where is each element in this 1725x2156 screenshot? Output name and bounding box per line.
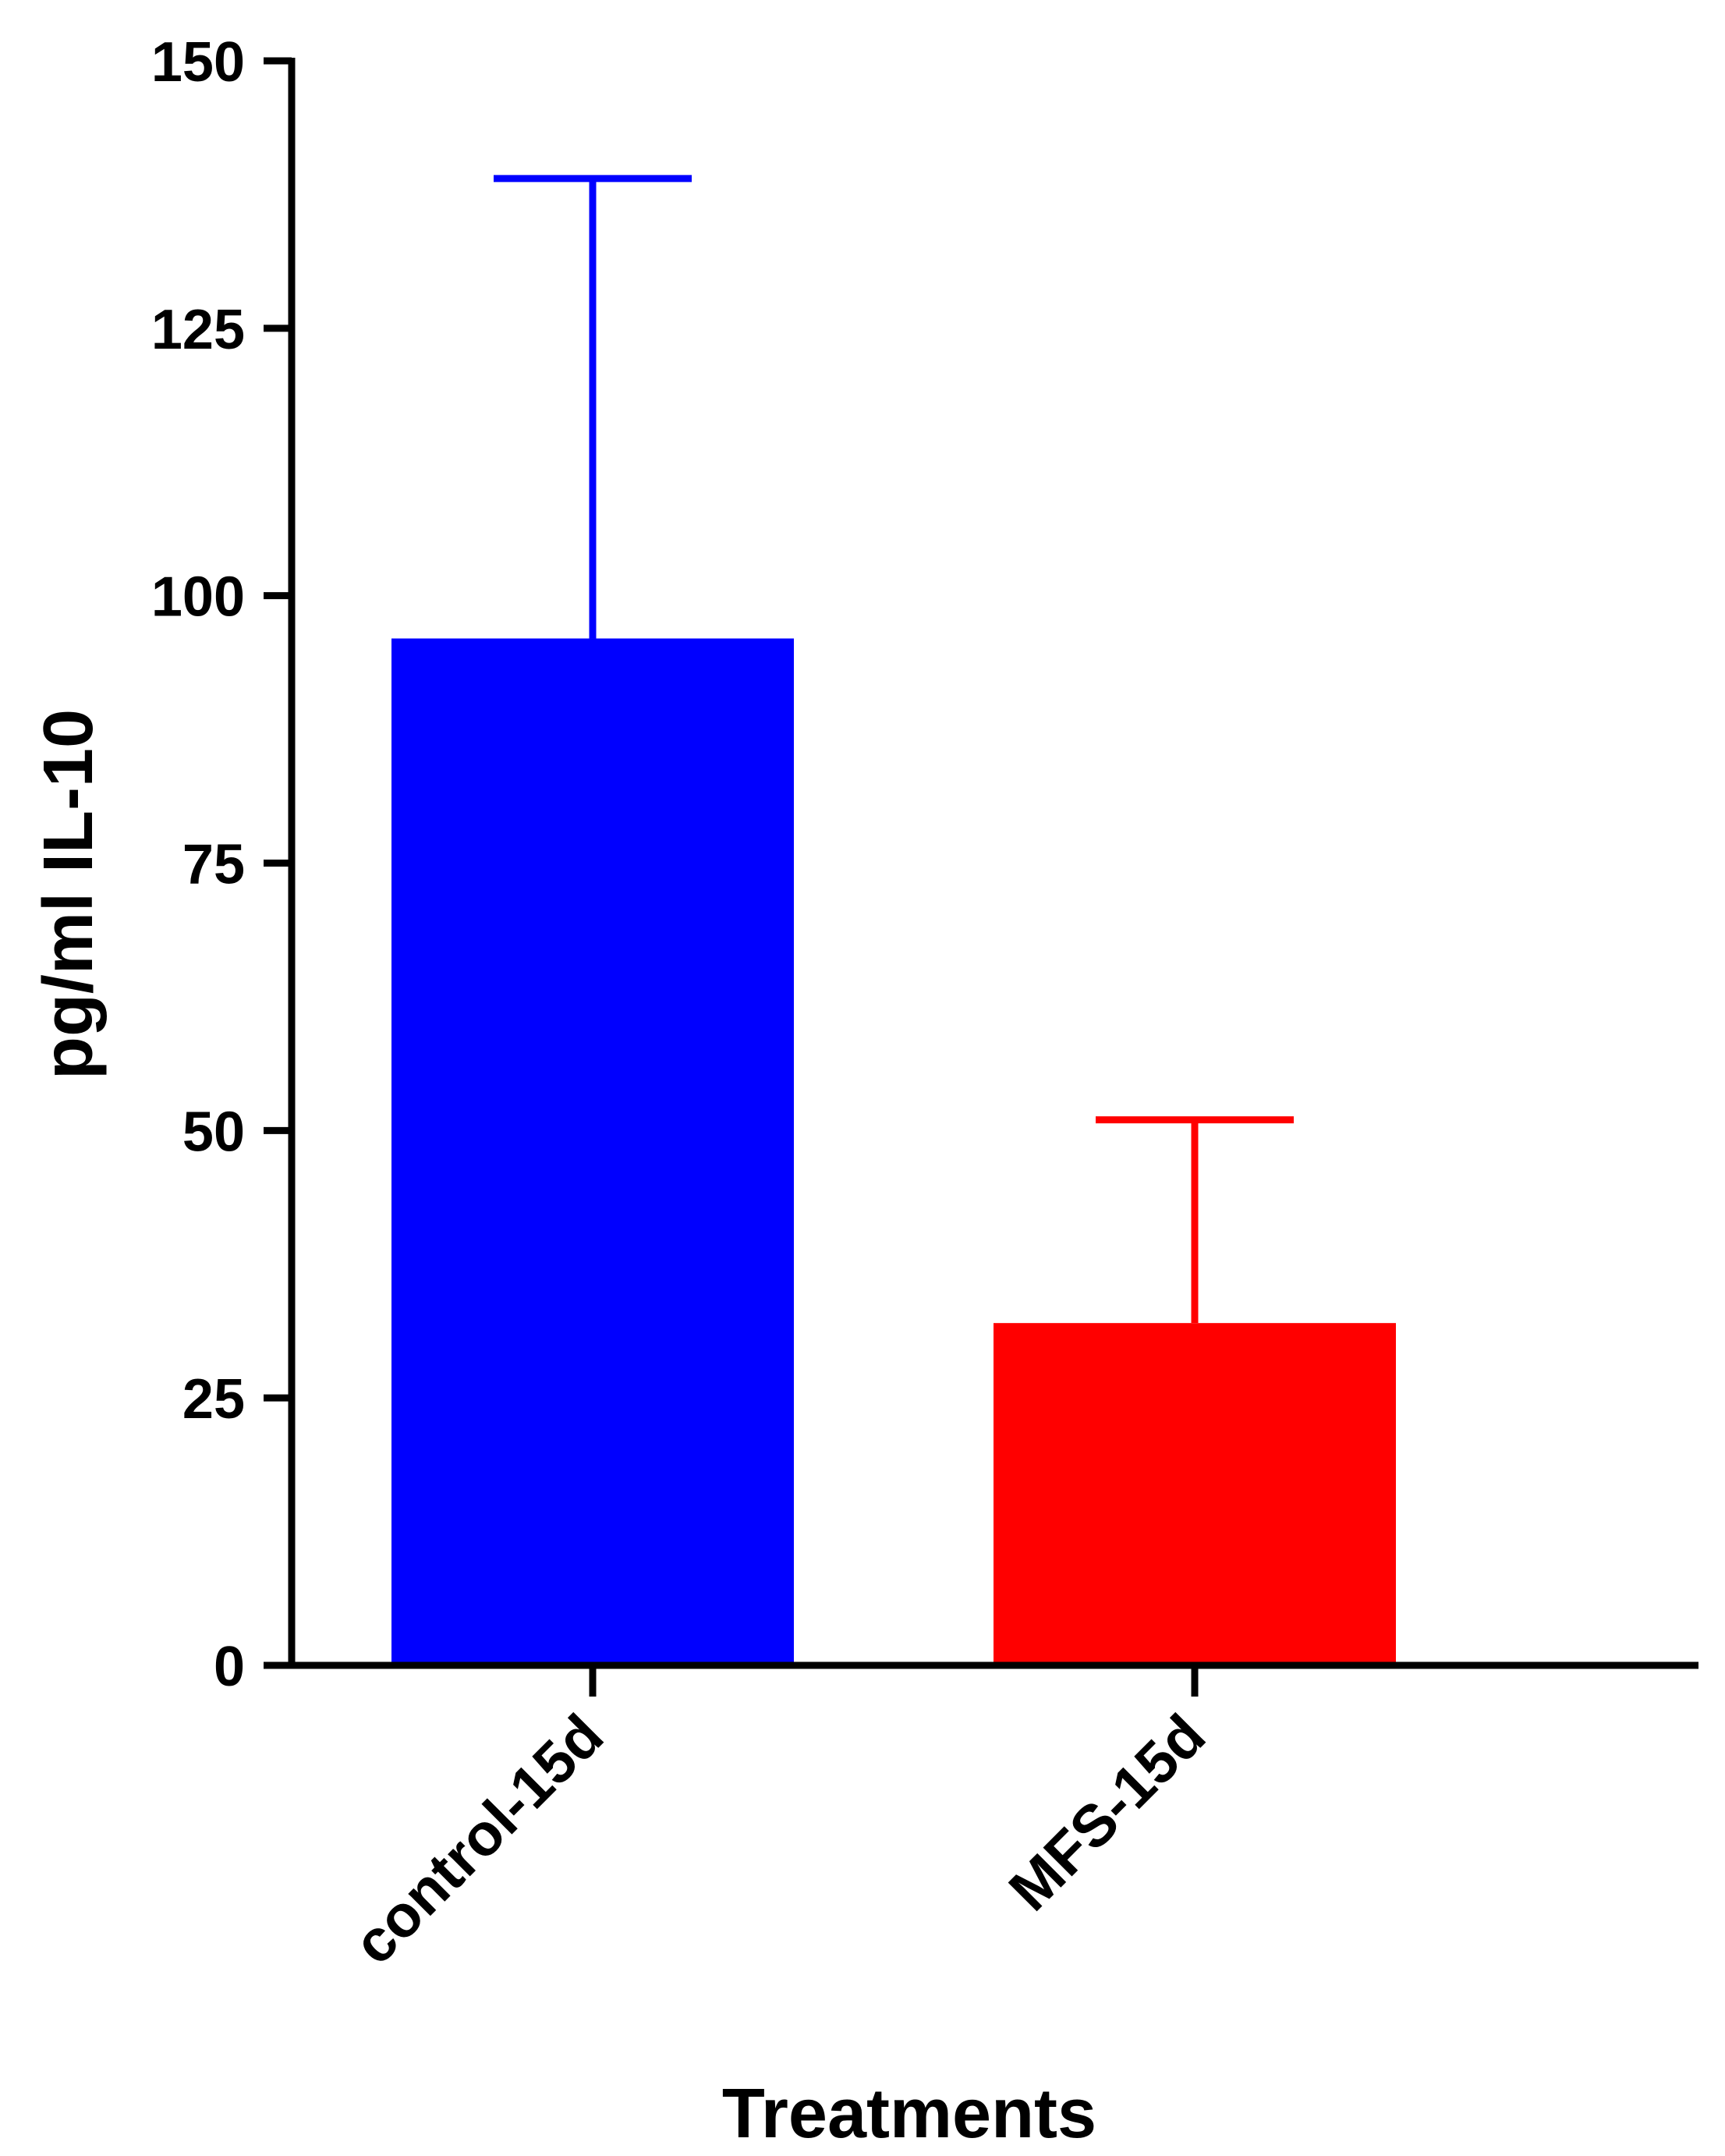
y-tick-label: 150 — [151, 31, 245, 94]
y-tick-label: 75 — [182, 834, 245, 896]
bars — [391, 638, 1396, 1665]
bar-MFS-15d — [994, 1323, 1396, 1665]
y-axis-title: pg/ml IL-10 — [30, 709, 108, 1080]
y-tick-label: 100 — [151, 566, 245, 629]
x-category-label: MFS-15d — [997, 1702, 1218, 1924]
error-bars — [494, 175, 1294, 1324]
y-tick-label: 125 — [151, 299, 245, 361]
y-axis-ticks: 0 25 50 75 100 125 150 — [151, 31, 292, 1698]
y-tick-label: 25 — [182, 1368, 245, 1431]
x-category-label: control-15d — [341, 1702, 616, 1977]
x-axis-title: Treatments — [722, 2075, 1096, 2153]
y-tick-label: 50 — [182, 1101, 245, 1163]
bar-control-15d — [391, 638, 794, 1665]
x-axis-ticks: control-15d MFS-15d — [341, 1665, 1218, 1977]
y-tick-label: 0 — [214, 1636, 245, 1698]
